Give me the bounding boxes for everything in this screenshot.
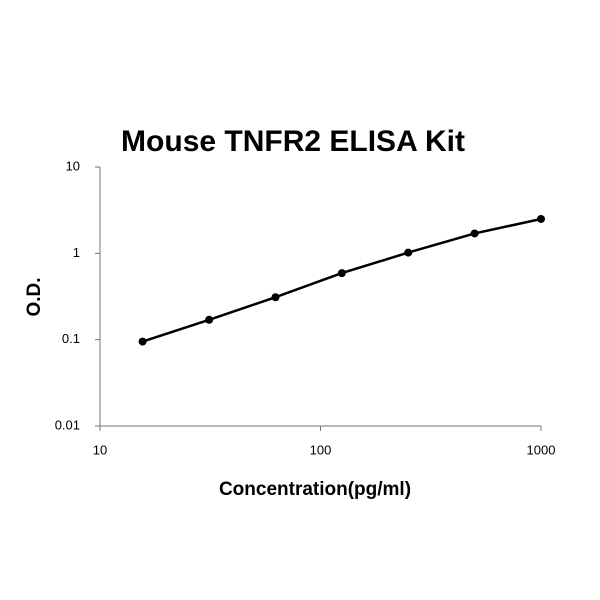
- data-point: [470, 229, 479, 238]
- data-point: [271, 293, 280, 302]
- data-point: [337, 269, 346, 278]
- x-tick-label: 100: [310, 442, 332, 457]
- y-tick-label: 10: [66, 158, 80, 173]
- x-tick-label: 10: [93, 442, 107, 457]
- x-tick-label: 1000: [527, 442, 556, 457]
- chart-title: Mouse TNFR2 ELISA Kit: [121, 125, 465, 158]
- data-point: [404, 248, 413, 257]
- y-tick-label: 1: [73, 245, 80, 260]
- data-line: [142, 217, 542, 343]
- y-tick-label: 0.1: [62, 331, 80, 346]
- y-tick-label: 0.01: [55, 417, 80, 432]
- y-axis-label: O.D.: [24, 277, 45, 316]
- x-axis-label: Concentration(pg/ml): [219, 479, 411, 500]
- data-point: [537, 214, 545, 223]
- data-point: [205, 315, 214, 324]
- data-point: [138, 337, 147, 346]
